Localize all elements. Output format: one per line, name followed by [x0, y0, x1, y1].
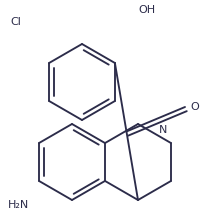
Text: O: O	[190, 102, 199, 112]
Text: H₂N: H₂N	[8, 200, 29, 210]
Text: OH: OH	[138, 5, 155, 15]
Text: Cl: Cl	[10, 17, 21, 27]
Text: N: N	[159, 125, 167, 135]
